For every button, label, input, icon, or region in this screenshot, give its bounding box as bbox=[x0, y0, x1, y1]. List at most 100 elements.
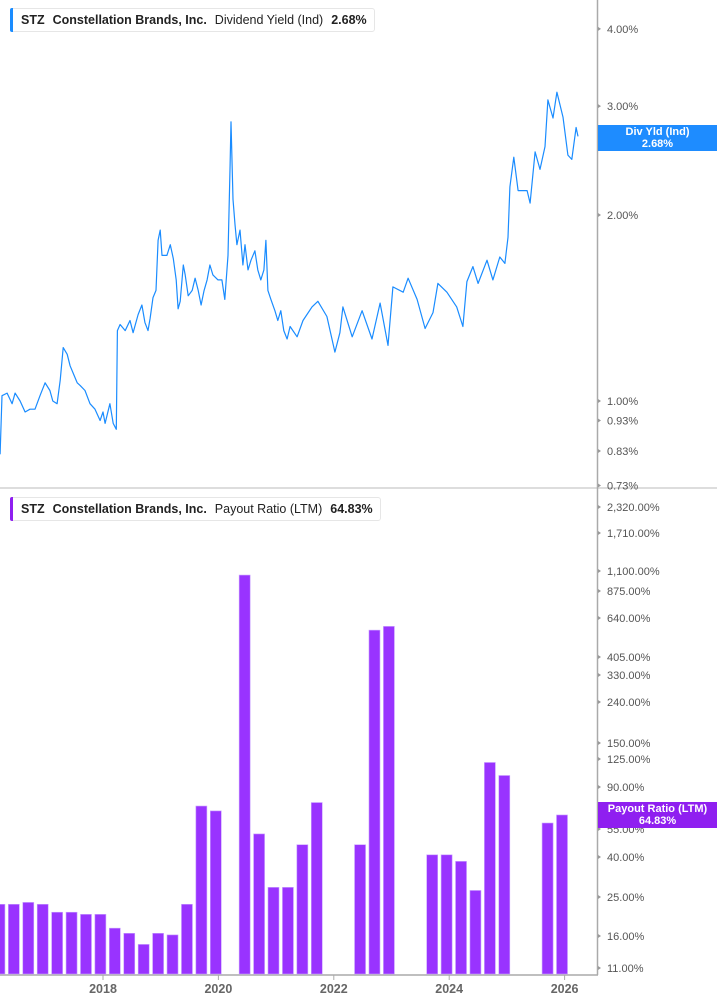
payout-bar bbox=[0, 903, 6, 975]
payout-bar bbox=[455, 861, 467, 975]
x-tick-label: 2024 bbox=[435, 982, 463, 996]
y-tick-mark bbox=[598, 700, 601, 704]
y-tick-label: 0.83% bbox=[607, 446, 638, 458]
payout-bar bbox=[469, 890, 482, 975]
y-tick-label: 0.93% bbox=[607, 415, 638, 427]
x-tick-label: 2018 bbox=[89, 982, 117, 996]
payout-bar bbox=[181, 903, 193, 975]
payout-bars bbox=[0, 574, 568, 975]
y-tick-mark bbox=[598, 505, 601, 509]
flag-value: 64.83% bbox=[638, 815, 677, 827]
y-tick-label: 25.00% bbox=[607, 892, 645, 904]
payout-bar bbox=[556, 814, 568, 975]
x-tick-label: 2020 bbox=[204, 982, 232, 996]
payout-legend-color bbox=[10, 497, 13, 521]
payout-bar bbox=[440, 854, 453, 975]
payout-bar bbox=[152, 933, 164, 975]
y-tick-label: 2.00% bbox=[607, 210, 638, 222]
y-tick-mark bbox=[598, 483, 601, 488]
legend-ticker: STZ bbox=[21, 13, 45, 27]
payout-bar bbox=[22, 902, 35, 975]
y-tick-mark bbox=[598, 616, 601, 620]
payout-bar bbox=[210, 810, 222, 975]
payout-bar bbox=[195, 805, 208, 975]
payout-bar bbox=[94, 914, 107, 975]
y-tick-mark bbox=[598, 449, 601, 454]
legend-company: Constellation Brands, Inc. bbox=[52, 13, 207, 27]
payout-bar bbox=[166, 934, 179, 975]
payout-bar bbox=[426, 854, 438, 975]
flag-value: 2.68% bbox=[641, 138, 674, 150]
y-tick-label: 1,710.00% bbox=[607, 528, 660, 540]
y-tick-label: 150.00% bbox=[607, 738, 651, 750]
y-tick-mark bbox=[598, 569, 601, 573]
yield-legend[interactable]: STZ Constellation Brands, Inc. Dividend … bbox=[10, 8, 375, 32]
x-tick-label: 2022 bbox=[320, 982, 348, 996]
payout-bar bbox=[354, 844, 366, 975]
yield-y-axis: 4.00% 3.00% 2.00% 1.00% 0.93% 0.83% 0.73% bbox=[598, 24, 638, 492]
y-tick-mark bbox=[598, 785, 601, 789]
y-tick-mark bbox=[598, 531, 601, 535]
y-tick-mark bbox=[598, 212, 601, 217]
y-tick-label: 16.00% bbox=[607, 931, 645, 943]
y-tick-mark bbox=[598, 26, 601, 31]
y-tick-label: 330.00% bbox=[607, 670, 651, 682]
x-axis: 2018 2020 2022 2024 2026 bbox=[89, 975, 579, 996]
y-tick-label: 11.00% bbox=[607, 963, 644, 975]
payout-bar bbox=[51, 911, 63, 975]
y-tick-mark bbox=[598, 589, 601, 593]
payout-bar bbox=[253, 833, 265, 975]
payout-bar bbox=[123, 933, 136, 975]
legend-company: Constellation Brands, Inc. bbox=[52, 502, 207, 516]
legend-ticker: STZ bbox=[21, 502, 45, 516]
y-tick-mark bbox=[598, 966, 601, 970]
y-tick-mark bbox=[598, 934, 601, 938]
y-tick-mark bbox=[598, 399, 601, 403]
payout-bar bbox=[238, 574, 251, 975]
y-tick-label: 875.00% bbox=[607, 586, 651, 598]
x-tick-label: 2026 bbox=[551, 982, 579, 996]
payout-price-flag: Payout Ratio (LTM) 64.83% bbox=[598, 802, 717, 828]
payout-bar bbox=[296, 844, 309, 975]
y-tick-mark bbox=[598, 418, 601, 423]
y-tick-mark bbox=[598, 655, 601, 659]
y-tick-mark bbox=[598, 827, 601, 831]
legend-metric: Dividend Yield (Ind) bbox=[214, 13, 324, 27]
y-tick-label: 2,320.00% bbox=[607, 502, 660, 514]
payout-bar bbox=[541, 822, 554, 975]
payout-bar bbox=[368, 629, 381, 975]
y-tick-label: 40.00% bbox=[607, 852, 645, 864]
yield-legend-color bbox=[10, 8, 13, 32]
y-tick-label: 0.73% bbox=[607, 480, 638, 492]
dividend-yield-line bbox=[0, 91, 579, 455]
y-tick-label: 4.00% bbox=[607, 24, 638, 36]
y-tick-mark bbox=[598, 757, 601, 761]
payout-bar bbox=[282, 887, 294, 975]
y-tick-label: 1,100.00% bbox=[607, 566, 660, 578]
payout-bar bbox=[137, 944, 150, 975]
y-tick-label: 1.00% bbox=[607, 396, 638, 408]
legend-metric: Payout Ratio (LTM) bbox=[214, 502, 323, 516]
flag-label: Div Yld (Ind) bbox=[625, 126, 690, 138]
y-tick-mark bbox=[598, 741, 601, 745]
payout-bar bbox=[267, 887, 280, 975]
payout-bar bbox=[65, 911, 78, 975]
y-tick-label: 640.00% bbox=[607, 613, 651, 625]
y-tick-label: 405.00% bbox=[607, 652, 651, 664]
payout-bar bbox=[8, 903, 20, 975]
payout-legend[interactable]: STZ Constellation Brands, Inc. Payout Ra… bbox=[10, 497, 381, 521]
payout-bar bbox=[80, 914, 92, 975]
y-tick-mark bbox=[598, 855, 601, 859]
y-tick-label: 125.00% bbox=[607, 754, 651, 766]
yield-price-flag: Div Yld (Ind) 2.68% bbox=[598, 125, 717, 151]
y-tick-mark bbox=[598, 895, 601, 899]
legend-value: 2.68% bbox=[331, 13, 367, 27]
y-tick-label: 90.00% bbox=[607, 782, 645, 794]
payout-bar bbox=[310, 802, 323, 975]
payout-bar bbox=[498, 775, 511, 975]
y-tick-mark bbox=[598, 673, 601, 677]
payout-bar bbox=[109, 927, 121, 975]
flag-label: Payout Ratio (LTM) bbox=[607, 803, 708, 815]
payout-bar bbox=[36, 903, 49, 975]
